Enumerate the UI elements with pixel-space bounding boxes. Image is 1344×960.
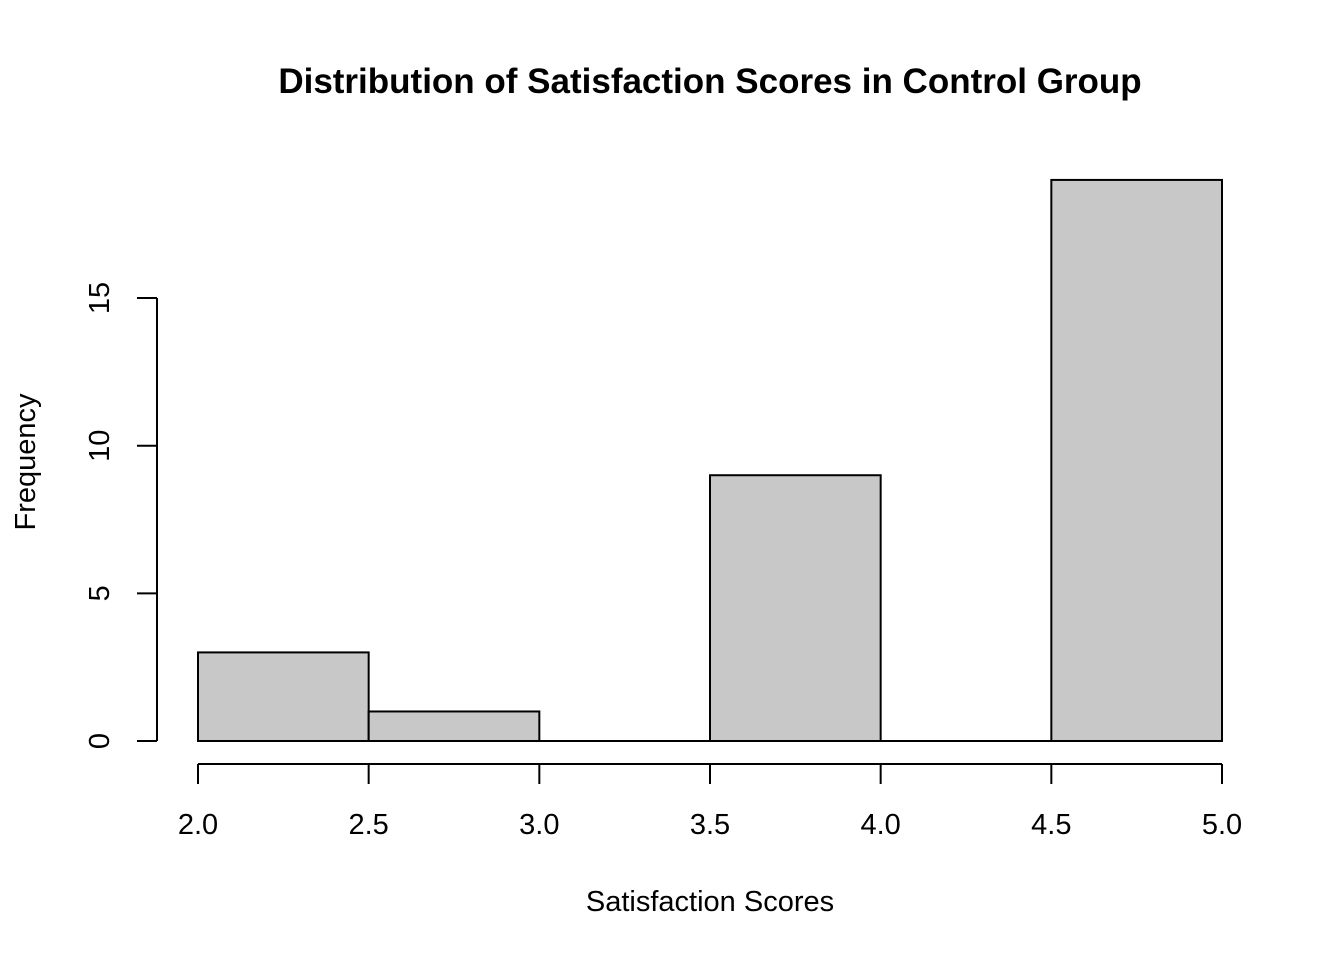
y-tick-label-1: 5 (84, 585, 116, 601)
x-axis: 2.0 2.5 3.0 3.5 4.0 4.5 5.0 (178, 763, 1242, 841)
x-tick-label-4: 4.0 (861, 809, 901, 841)
histogram-bar-0 (197, 651, 370, 742)
y-axis-label: Frequency (10, 393, 42, 531)
y-tick-label-3: 15 (84, 282, 116, 314)
x-tick-label-5: 4.5 (1031, 809, 1071, 841)
y-axis: 0 5 10 15 (84, 282, 158, 749)
x-tick-label-0: 2.0 (178, 809, 218, 841)
chart-title: Distribution of Satisfaction Scores in C… (278, 62, 1141, 101)
x-tick-label-1: 2.5 (349, 809, 389, 841)
bars-group (197, 178, 1224, 742)
x-tick-label-2: 3.0 (519, 809, 559, 841)
y-tick-label-0: 0 (84, 733, 116, 749)
x-tick-label-3: 3.5 (690, 809, 730, 841)
histogram-bar-1 (367, 710, 541, 742)
x-tick-label-6: 5.0 (1202, 809, 1242, 841)
histogram-bar-3 (709, 474, 882, 742)
histogram-bar-5 (1050, 178, 1224, 742)
x-axis-label: Satisfaction Scores (586, 886, 834, 918)
y-tick-label-2: 10 (84, 430, 116, 462)
